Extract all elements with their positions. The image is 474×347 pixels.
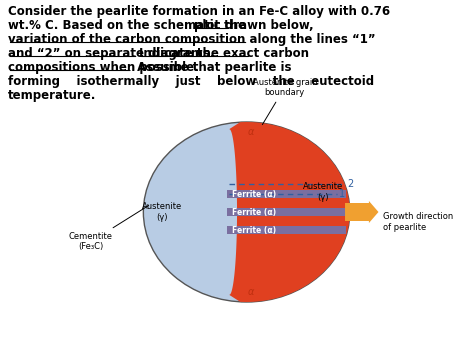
Text: Indicate the exact carbon: Indicate the exact carbon: [138, 47, 309, 60]
Text: compositions when possible.: compositions when possible.: [8, 61, 199, 74]
Text: 1: 1: [339, 189, 346, 199]
Text: Assume that pearlite is: Assume that pearlite is: [133, 61, 292, 74]
Text: Ferrite (α): Ferrite (α): [232, 226, 276, 235]
Text: plot the: plot the: [194, 19, 246, 32]
Text: Ferrite (α): Ferrite (α): [232, 189, 276, 198]
Text: and “2” on separate diagrams.: and “2” on separate diagrams.: [8, 47, 218, 60]
Text: Cementite
(Fe₃C): Cementite (Fe₃C): [69, 205, 149, 251]
Polygon shape: [229, 122, 350, 302]
Text: Growth direction
of pearlite: Growth direction of pearlite: [383, 212, 454, 232]
Text: Austenite
(γ): Austenite (γ): [142, 202, 182, 222]
Text: Ferrite (α): Ferrite (α): [232, 208, 276, 217]
FancyArrow shape: [345, 201, 378, 223]
FancyBboxPatch shape: [228, 208, 348, 216]
Ellipse shape: [143, 122, 350, 302]
Text: Austenite grain
boundary: Austenite grain boundary: [253, 78, 317, 125]
Text: Consider the pearlite formation in an Fe-C alloy with 0.76: Consider the pearlite formation in an Fe…: [8, 5, 390, 18]
Text: variation of the carbon composition along the lines “1”: variation of the carbon composition alon…: [8, 33, 375, 46]
Text: α: α: [248, 287, 255, 297]
Text: temperature.: temperature.: [8, 89, 96, 102]
Text: 2: 2: [347, 179, 353, 189]
Text: α: α: [248, 127, 255, 137]
Text: forming    isothermally    just    below    the    eutectoid: forming isothermally just below the eute…: [8, 75, 374, 88]
FancyBboxPatch shape: [228, 190, 346, 198]
FancyBboxPatch shape: [228, 226, 346, 234]
Text: wt.% C. Based on the schematic drawn below,: wt.% C. Based on the schematic drawn bel…: [8, 19, 318, 32]
Text: Austenite
(γ): Austenite (γ): [303, 182, 343, 202]
